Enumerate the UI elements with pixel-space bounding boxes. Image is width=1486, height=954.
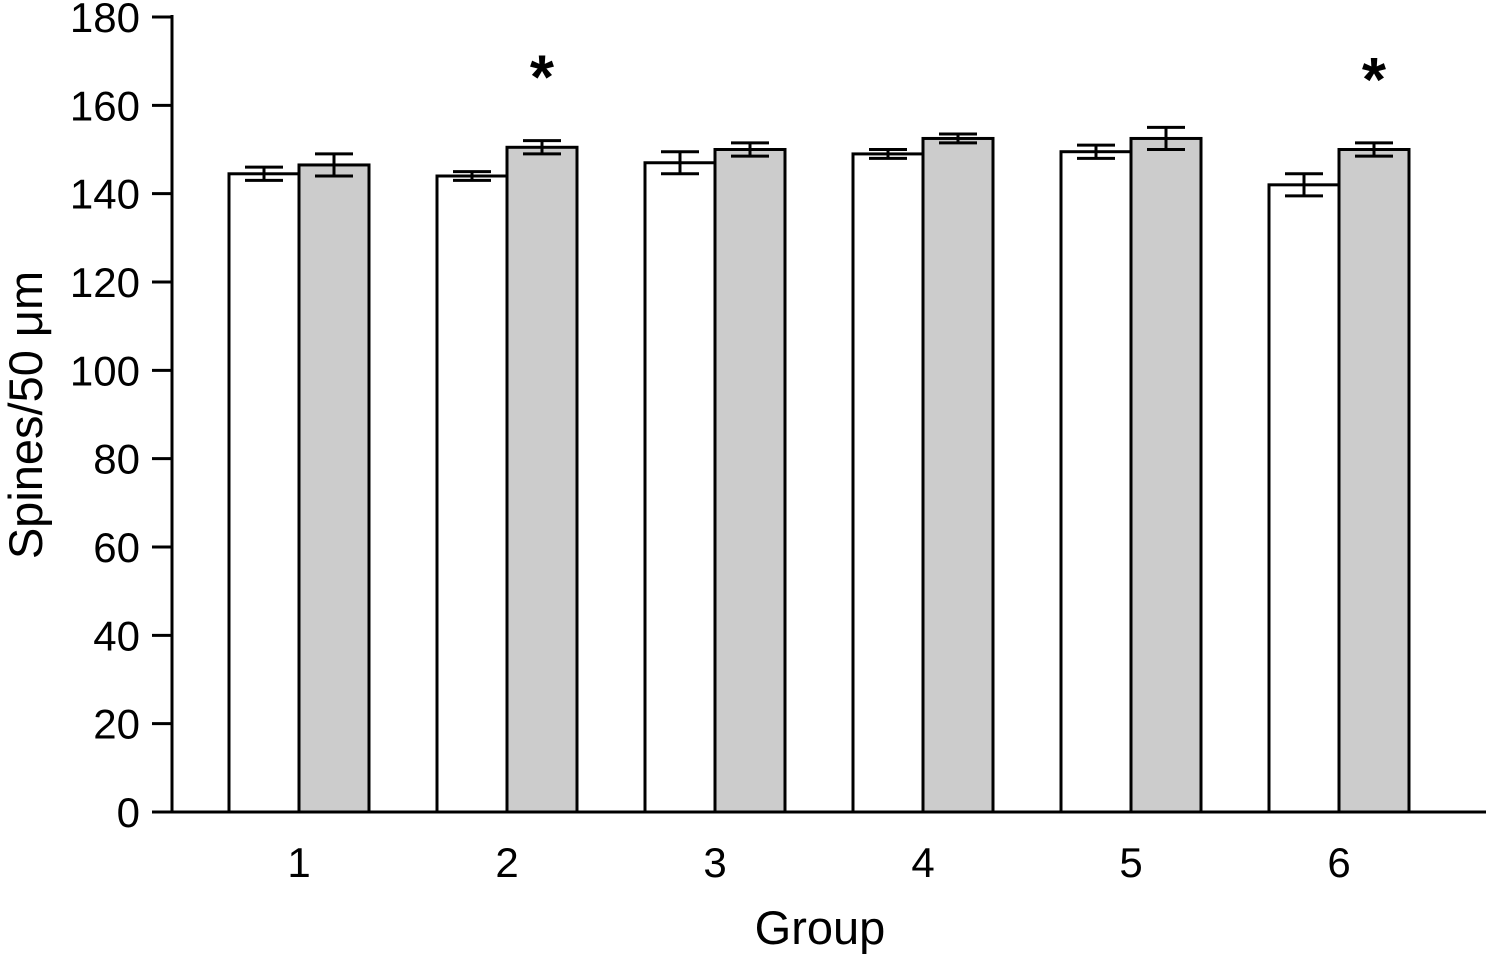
bar-group2-gray-bars xyxy=(505,145,579,814)
bar-group2-white-bars xyxy=(435,174,509,814)
y-tick-label: 20 xyxy=(93,701,140,748)
x-tick-label: 2 xyxy=(495,839,518,886)
x-tick-label: 4 xyxy=(911,839,934,886)
significance-asterisk: * xyxy=(1362,46,1387,115)
bar-group3-white-bars xyxy=(643,161,717,814)
y-axis-title: Spines/50 μm xyxy=(0,271,52,559)
bar-group5-white-bars xyxy=(1059,150,1133,814)
y-tick-label: 60 xyxy=(93,524,140,571)
x-tick-label: 5 xyxy=(1119,839,1142,886)
y-tick-label: 180 xyxy=(70,0,140,41)
x-tick-label: 1 xyxy=(287,839,310,886)
x-tick-label: 6 xyxy=(1327,839,1350,886)
y-tick-label: 40 xyxy=(93,612,140,659)
y-tick-label: 120 xyxy=(70,259,140,306)
plot-area: 0 20 40 60 80 100 120 140 160 180 1 2 3 4 5 6 * * xyxy=(70,0,1486,886)
bar-group1-white-bars xyxy=(227,172,301,814)
y-tick-label: 140 xyxy=(70,171,140,218)
x-tick-label: 3 xyxy=(703,839,726,886)
bar-group6-gray-bars xyxy=(1337,148,1411,814)
y-tick-label: 160 xyxy=(70,82,140,129)
bar-group5-gray-bars xyxy=(1129,136,1203,814)
bar-group6-white-bars xyxy=(1267,183,1341,814)
y-tick-label: 0 xyxy=(117,789,140,836)
y-tick-label: 80 xyxy=(93,436,140,483)
bar-group3-gray-bars xyxy=(713,148,787,814)
bar-group1-gray-bars xyxy=(297,163,371,814)
significance-asterisk: * xyxy=(530,44,555,113)
bar-group4-white-bars xyxy=(851,152,925,814)
y-tick-label: 100 xyxy=(70,347,140,394)
bar-group4-gray-bars xyxy=(921,136,995,814)
x-axis-title: Group xyxy=(755,901,886,954)
